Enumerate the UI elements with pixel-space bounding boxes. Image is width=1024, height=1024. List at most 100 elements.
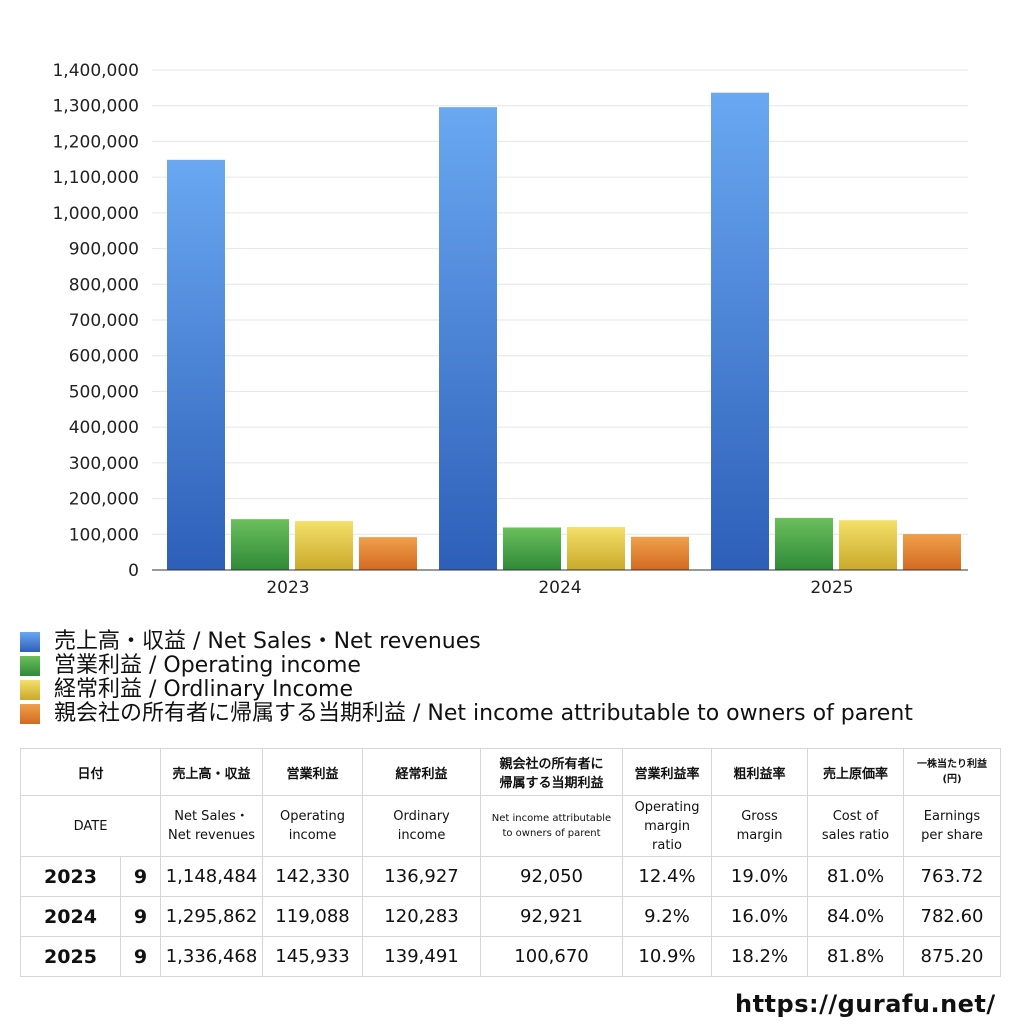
- header-net-income-jp-line1: 親会社の所有者に: [499, 757, 604, 772]
- header-eps-jp-line1: 一株当たり利益: [917, 759, 988, 770]
- bar-2023-series-1: [231, 519, 289, 570]
- legend-item-ordinary-income: 経常利益 / Ordlinary Income: [20, 678, 913, 702]
- x-tick-label: 2024: [538, 578, 581, 598]
- cell-sales: 1,336,468: [160, 936, 264, 977]
- y-tick-label: 1,300,000: [52, 97, 139, 117]
- header-date-jp: 日付: [19, 748, 162, 796]
- header-ordinary-income-jp: 経常利益: [362, 748, 482, 796]
- table-row: 2024 9 1,295,862 119,088 120,283 92,921 …: [20, 896, 1002, 937]
- y-tick-label: 700,000: [69, 311, 139, 331]
- cell-net-income: 92,050: [480, 856, 624, 897]
- legend-label-ordinary-income: 経常利益 / Ordlinary Income: [54, 677, 353, 702]
- header-ordinary-income-en: Ordinary income: [362, 795, 482, 857]
- header-net-income-en: Net income attributable to owners of pare…: [480, 795, 624, 857]
- legend-swatch-operating-income: [20, 656, 40, 676]
- header-eps-jp: 一株当たり利益 (円): [903, 748, 1002, 796]
- header-eps-en: Earnings per share: [903, 795, 1002, 857]
- legend-swatch-net-income: [20, 704, 40, 724]
- header-operating-income-en-line2: income: [288, 828, 337, 843]
- y-tick-label: 1,400,000: [52, 61, 139, 81]
- y-tick-label: 400,000: [69, 418, 139, 438]
- bar-2024-series-0: [439, 107, 497, 571]
- cell-operating-income: 119,088: [262, 896, 364, 937]
- cell-cost-ratio: 81.0%: [807, 856, 905, 897]
- legend: 売上高・収益 / Net Sales・Net revenues 営業利益 / O…: [20, 630, 913, 726]
- header-operating-income-en-line1: Operating: [280, 809, 346, 824]
- legend-item-net-income: 親会社の所有者に帰属する当期利益 / Net income attributab…: [20, 702, 913, 726]
- cell-net-income: 100,670: [480, 936, 624, 977]
- bar-2025-series-2: [839, 520, 897, 570]
- header-eps-en-line1: Earnings: [923, 809, 981, 824]
- cell-operating-margin: 12.4%: [622, 856, 713, 897]
- x-tick-label: 2023: [266, 578, 309, 598]
- header-gross-margin-en-line1: Gross: [741, 809, 778, 824]
- legend-label-net-sales: 売上高・収益 / Net Sales・Net revenues: [54, 629, 481, 654]
- cell-eps: 782.60: [903, 896, 1002, 937]
- y-tick-label: 500,000: [69, 382, 139, 402]
- header-sales-jp: 売上高・収益: [160, 748, 264, 796]
- header-gross-margin-jp: 粗利益率: [711, 748, 809, 796]
- y-tick-label: 200,000: [69, 490, 139, 510]
- header-operating-margin-en-line3: ratio: [652, 837, 682, 853]
- header-net-income-jp: 親会社の所有者に 帰属する当期利益: [480, 748, 624, 796]
- y-tick-label: 1,100,000: [52, 168, 139, 188]
- bar-2023-series-0: [167, 159, 225, 570]
- table-header-row-jp: 日付 売上高・収益 営業利益 経常利益 親会社の所有者に 帰属する当期利益 営業利…: [19, 748, 1002, 796]
- header-eps-jp-line2: (円): [942, 774, 962, 785]
- x-tick-label: 2025: [810, 578, 853, 598]
- cell-ordinary-income: 136,927: [362, 856, 482, 897]
- cell-net-income: 92,921: [480, 896, 624, 937]
- header-ordinary-income-en-line2: income: [397, 828, 446, 843]
- cell-year: 2023: [20, 856, 121, 897]
- cell-eps: 763.72: [903, 856, 1002, 897]
- bar-2025-series-0: [711, 92, 769, 570]
- bar-2023-series-3: [359, 537, 417, 570]
- table-row: 2023 9 1,148,484 142,330 136,927 92,050 …: [20, 856, 1002, 897]
- header-eps-en-line2: per share: [921, 828, 983, 843]
- header-ordinary-income-en-line1: Ordinary: [393, 809, 450, 824]
- bar-2025-series-1: [775, 517, 833, 570]
- y-tick-label: 1,000,000: [52, 204, 139, 224]
- cell-gross-margin: 16.0%: [711, 896, 809, 937]
- cell-operating-margin: 9.2%: [622, 896, 713, 937]
- site-url: https://gurafu.net/: [735, 990, 996, 1018]
- cell-cost-ratio: 84.0%: [807, 896, 905, 937]
- cell-month: 9: [119, 936, 162, 977]
- legend-label-net-income: 親会社の所有者に帰属する当期利益 / Net income attributab…: [54, 701, 913, 726]
- legend-item-operating-income: 営業利益 / Operating income: [20, 654, 913, 678]
- table-header-row-en: DATE Net Sales・ Net revenues Operating inc…: [19, 795, 1002, 857]
- header-operating-margin-en-line2: margin: [644, 818, 690, 834]
- y-tick-label: 800,000: [69, 275, 139, 295]
- header-cost-ratio-jp: 売上原価率: [807, 748, 905, 796]
- cell-operating-income: 145,933: [262, 936, 364, 977]
- bar-2024-series-1: [503, 527, 561, 570]
- y-tick-label: 300,000: [69, 454, 139, 474]
- financial-data-table: 日付 売上高・収益 営業利益 経常利益 親会社の所有者に 帰属する当期利益 営業利…: [19, 748, 1002, 977]
- header-cost-ratio-en: Cost of sales ratio: [807, 795, 905, 857]
- header-operating-margin-en-line1: Operating: [634, 799, 700, 815]
- y-tick-label: 100,000: [69, 525, 139, 545]
- y-tick-label: 600,000: [69, 347, 139, 367]
- cell-cost-ratio: 81.8%: [807, 936, 905, 977]
- table-row: 2025 9 1,336,468 145,933 139,491 100,670…: [20, 936, 1002, 977]
- header-operating-margin-jp: 営業利益率: [622, 748, 713, 796]
- header-net-income-jp-line2: 帰属する当期利益: [499, 776, 604, 791]
- y-axis-tick-labels: 0 100,000 200,000 300,000 400,000 500,000 600,…: [52, 61, 139, 581]
- header-net-income-en-line2: to owners of parent: [502, 828, 601, 839]
- cell-operating-income: 142,330: [262, 856, 364, 897]
- cell-gross-margin: 18.2%: [711, 936, 809, 977]
- y-tick-label: 900,000: [69, 240, 139, 260]
- cell-sales: 1,295,862: [160, 896, 264, 937]
- header-date-en: DATE: [19, 795, 162, 857]
- header-net-income-en-line1: Net income attributable: [491, 813, 612, 824]
- x-axis-tick-labels: 2023 2024 2025: [266, 578, 853, 598]
- cell-year: 2024: [20, 896, 121, 937]
- cell-gross-margin: 19.0%: [711, 856, 809, 897]
- bar-2024-series-2: [567, 527, 625, 570]
- header-gross-margin-en: Gross margin: [711, 795, 809, 857]
- header-operating-income-en: Operating income: [262, 795, 364, 857]
- legend-swatch-ordinary-income: [20, 680, 40, 700]
- bar-chart: 0 100,000 200,000 300,000 400,000 500,000 600,…: [52, 61, 968, 598]
- cell-ordinary-income: 120,283: [362, 896, 482, 937]
- header-sales-en-line2: Net revenues: [168, 828, 255, 843]
